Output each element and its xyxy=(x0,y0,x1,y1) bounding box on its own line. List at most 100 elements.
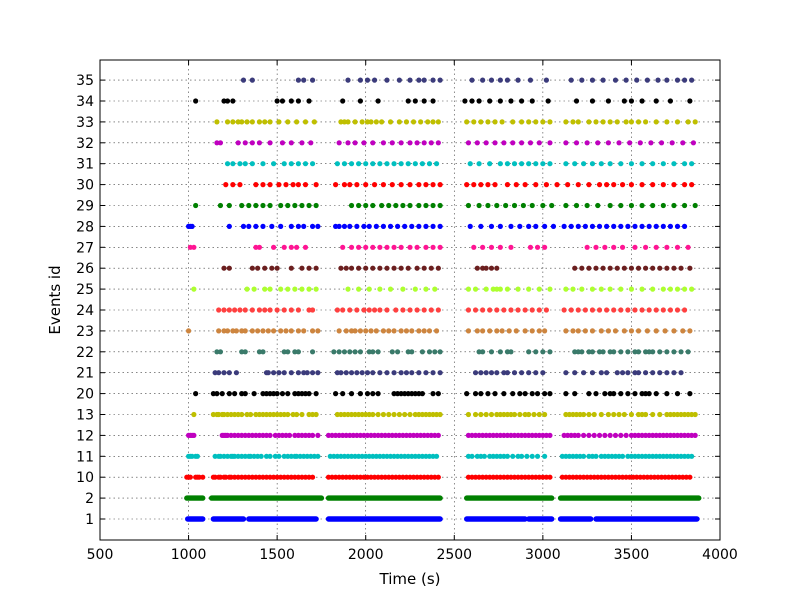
event-point xyxy=(240,223,247,229)
event-point xyxy=(465,140,472,146)
event-point xyxy=(497,161,503,167)
event-point xyxy=(632,223,638,229)
event-point xyxy=(680,328,686,334)
event-point xyxy=(660,202,666,209)
event-point xyxy=(260,349,266,355)
event-point xyxy=(586,391,592,397)
event-point xyxy=(584,244,590,250)
event-point xyxy=(299,286,305,292)
event-point xyxy=(407,244,413,250)
event-point xyxy=(435,119,441,125)
event-point xyxy=(660,161,666,167)
event-point xyxy=(529,453,535,459)
event-point xyxy=(437,244,443,250)
event-point xyxy=(625,307,631,313)
event-point xyxy=(419,161,425,167)
event-point xyxy=(487,98,493,104)
event-point xyxy=(348,265,355,271)
event-point xyxy=(658,140,665,146)
y-tick-label: 1 xyxy=(85,512,94,528)
event-point xyxy=(499,328,505,334)
event-point xyxy=(308,140,314,146)
event-point xyxy=(526,370,532,376)
event-point xyxy=(635,119,642,125)
event-point xyxy=(334,161,340,167)
event-point xyxy=(260,182,266,188)
event-point xyxy=(529,328,535,334)
event-point xyxy=(356,244,362,250)
event-point xyxy=(616,411,622,418)
event-point xyxy=(635,328,642,334)
y-tick-label: 22 xyxy=(76,345,94,361)
event-point xyxy=(575,182,581,188)
event-point xyxy=(251,391,257,397)
event-point xyxy=(513,328,519,334)
event-point xyxy=(421,307,427,313)
event-point xyxy=(589,328,596,334)
event-point xyxy=(285,411,291,418)
event-point xyxy=(497,244,503,250)
event-point xyxy=(487,328,493,334)
event-point xyxy=(336,223,342,229)
event-point xyxy=(407,202,413,209)
event-point xyxy=(403,119,410,125)
event-point xyxy=(256,119,263,125)
event-point xyxy=(643,265,649,271)
event-point xyxy=(653,223,659,229)
event-point xyxy=(639,161,645,167)
event-point xyxy=(430,119,436,125)
event-point xyxy=(391,244,397,250)
event-point xyxy=(432,349,438,355)
event-point xyxy=(589,98,596,104)
event-point xyxy=(671,328,677,334)
event-point xyxy=(584,202,590,209)
event-point xyxy=(674,244,681,250)
event-point xyxy=(596,307,603,313)
event-point xyxy=(345,119,351,125)
event-point xyxy=(492,391,498,397)
event-point xyxy=(279,140,286,146)
event-point xyxy=(681,223,688,229)
x-tick-label: 3000 xyxy=(525,547,561,563)
x-tick-label: 2500 xyxy=(436,547,472,563)
event-point xyxy=(632,391,638,397)
event-point xyxy=(407,307,413,313)
event-point xyxy=(611,182,617,188)
event-point xyxy=(278,328,284,334)
event-point xyxy=(589,161,596,167)
y-tick-label: 35 xyxy=(76,73,94,89)
event-point xyxy=(664,77,670,83)
event-point xyxy=(653,244,659,250)
event-point xyxy=(421,140,427,146)
event-point xyxy=(402,411,408,418)
event-point xyxy=(396,77,402,83)
event-point xyxy=(674,307,681,313)
y-tick-label: 2 xyxy=(85,491,94,507)
event-point xyxy=(370,161,376,167)
event-point xyxy=(244,119,250,125)
event-point xyxy=(520,202,526,209)
event-point xyxy=(573,202,580,209)
event-point xyxy=(428,140,434,146)
event-point xyxy=(246,202,252,209)
event-point xyxy=(435,474,441,480)
event-point xyxy=(285,286,291,292)
event-point xyxy=(380,140,387,146)
event-point xyxy=(221,307,227,313)
event-point xyxy=(504,161,511,167)
event-point xyxy=(527,77,534,83)
event-point xyxy=(193,391,199,397)
event-point xyxy=(607,432,613,438)
event-point xyxy=(625,349,631,355)
event-point xyxy=(504,286,511,292)
event-point xyxy=(508,223,514,229)
event-point xyxy=(572,370,578,376)
event-point xyxy=(534,244,541,250)
event-point xyxy=(605,328,612,334)
event-point xyxy=(612,328,619,334)
event-point xyxy=(492,119,498,125)
event-point xyxy=(581,453,587,459)
event-point xyxy=(251,286,257,292)
event-point xyxy=(519,453,525,459)
event-point xyxy=(660,182,666,188)
